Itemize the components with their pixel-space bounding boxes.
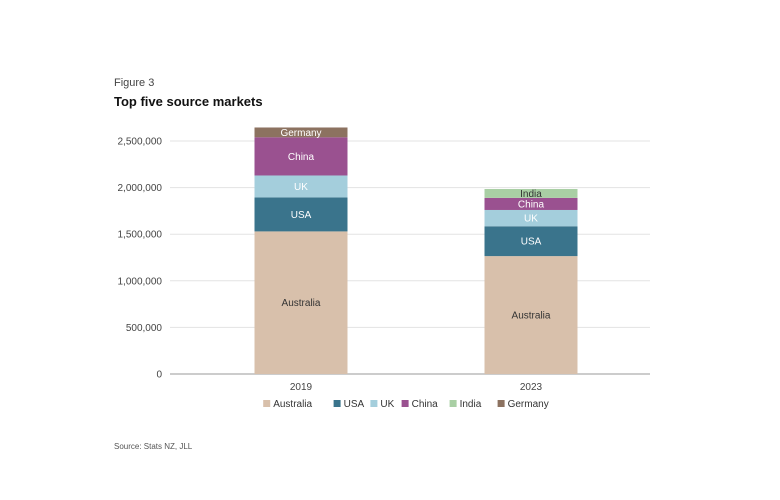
y-tick-label: 2,500,000 <box>118 137 163 148</box>
legend-label: Germany <box>508 399 549 410</box>
legend-swatch-australia <box>263 400 271 407</box>
legend-swatch-usa <box>333 400 341 407</box>
legend-swatch-uk <box>370 400 378 407</box>
segment-label: USA <box>521 237 542 248</box>
source-note: Source: Stats NZ, JLL <box>114 442 193 451</box>
segment-label: Australia <box>282 298 321 309</box>
bar-segment-china-2019 <box>254 137 348 176</box>
bars: Australia USA UK China Germany Australia USA UK… <box>254 127 578 374</box>
segment-label: UK <box>294 182 308 193</box>
legend-swatch-india <box>449 400 457 407</box>
bar-segment-usa-2023 <box>484 226 578 257</box>
bar-segment-india-2023 <box>484 188 578 198</box>
legend-label: Australia <box>273 399 312 410</box>
legend: Australia USA UK China India Germany <box>263 399 549 410</box>
bar-segment-china-2023 <box>484 197 578 210</box>
legend-label: China <box>412 399 439 410</box>
y-tick-label: 1,500,000 <box>118 230 163 241</box>
bar-segment-australia-2023 <box>484 256 578 374</box>
x-tick-label: 2019 <box>290 382 313 393</box>
segment-label: India <box>520 189 542 200</box>
bar-segment-uk-2019 <box>254 175 348 198</box>
y-tick-label: 0 <box>156 370 162 381</box>
segment-label: UK <box>524 214 538 225</box>
y-tick-label: 2,000,000 <box>118 183 163 194</box>
bar-segment-germany-2019 <box>254 127 348 138</box>
bar-segment-usa-2019 <box>254 197 348 232</box>
legend-label: UK <box>380 399 394 410</box>
y-tick-label: 1,000,000 <box>118 276 163 287</box>
segment-label: Germany <box>280 128 321 139</box>
legend-swatch-germany <box>497 400 505 407</box>
legend-label: India <box>460 399 482 410</box>
segment-label: Australia <box>512 311 551 322</box>
legend-label: USA <box>344 399 365 410</box>
segment-label: China <box>518 199 545 210</box>
x-tick-label: 2023 <box>520 382 543 393</box>
segment-label: USA <box>291 210 312 221</box>
axes: 0 500,000 1,000,000 1,500,000 2,000,000 2,500… <box>118 137 543 394</box>
bar-segment-uk-2023 <box>484 209 578 227</box>
bar-segment-australia-2019 <box>254 231 348 374</box>
segment-label: China <box>288 152 315 163</box>
chart-title: Top five source markets <box>114 94 263 109</box>
y-tick-label: 500,000 <box>126 323 163 334</box>
gridlines <box>170 140 650 375</box>
legend-swatch-china <box>401 400 409 407</box>
figure-label: Figure 3 <box>114 77 155 89</box>
